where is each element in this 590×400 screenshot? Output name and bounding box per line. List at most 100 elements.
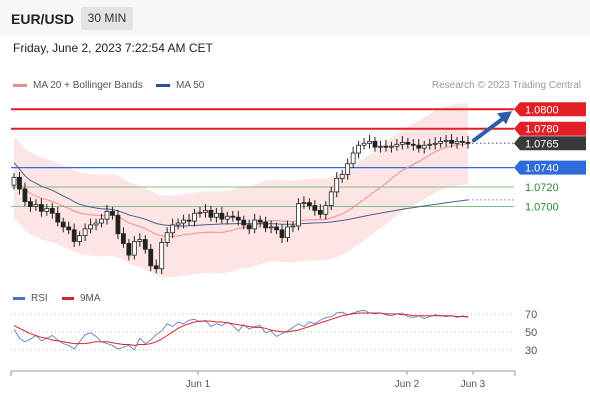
resistance-label-tag <box>514 121 586 136</box>
candle-down <box>148 248 154 267</box>
candle-up <box>197 211 203 214</box>
resistance-label-tag <box>514 102 586 117</box>
candle-down <box>372 140 378 148</box>
legend-ma20: MA 20 + Bollinger Bands <box>13 80 143 91</box>
candle-up <box>213 212 219 218</box>
candle-up <box>164 232 170 243</box>
candle-down <box>460 140 465 143</box>
candle-up <box>203 209 208 213</box>
legend-rsi: RSI <box>13 293 48 304</box>
legend-9ma: 9MA <box>62 293 101 304</box>
candle-down <box>241 219 247 226</box>
candle-up <box>93 222 99 226</box>
candle-down <box>22 188 28 203</box>
resistance-label: 1.0780 <box>525 124 559 136</box>
candle-up <box>131 241 137 256</box>
candle-up <box>44 208 50 212</box>
candle-up <box>296 203 301 227</box>
chart-datetime: Friday, June 2, 2023 7:22:54 AM CET <box>13 41 213 55</box>
bollinger-band <box>14 103 468 278</box>
candle-down <box>410 143 416 146</box>
candle-down <box>416 144 422 149</box>
candle-up <box>33 204 39 207</box>
ma20-swatch <box>13 83 27 87</box>
candle-up <box>432 142 438 145</box>
candle-up <box>345 163 351 175</box>
timeframe-badge[interactable]: 30 MIN <box>81 7 133 30</box>
candle-up <box>350 152 356 165</box>
candle-down <box>208 209 214 218</box>
legend-ma50: MA 50 <box>156 80 204 91</box>
candle-down <box>142 239 148 250</box>
top-bar: EUR/USD 30 MIN <box>0 0 590 36</box>
candle-up <box>421 144 427 149</box>
candle-up <box>11 176 17 186</box>
candle-up <box>99 218 104 224</box>
candle-down <box>66 226 72 231</box>
candle-up <box>399 141 405 145</box>
candle-down <box>55 212 61 223</box>
candle-down <box>279 229 285 239</box>
candle-down <box>110 210 115 216</box>
candle-up <box>268 226 274 229</box>
candle-up <box>328 191 334 206</box>
candle-up <box>285 226 290 239</box>
forecast-arrow-head <box>497 111 512 125</box>
ma50-swatch <box>156 83 170 87</box>
candle-down <box>49 208 55 214</box>
candle-up <box>181 219 186 224</box>
candle-up <box>378 145 383 148</box>
candle-down <box>28 201 33 207</box>
candle-up <box>301 202 307 205</box>
candle-up <box>159 242 165 270</box>
candle-up <box>454 140 460 144</box>
candle-down <box>60 221 66 228</box>
current-price-label-tag <box>514 136 586 151</box>
legend-rsi-label: RSI <box>31 293 48 304</box>
candle-up <box>367 140 372 144</box>
legend-9ma-label: 9MA <box>80 293 101 304</box>
candle-down <box>383 145 389 148</box>
support-label: 1.0700 <box>525 202 559 214</box>
candle-up <box>361 142 367 146</box>
rsi-swatch <box>13 296 25 300</box>
candle-up <box>334 177 340 193</box>
support-label: 1.0720 <box>525 182 559 194</box>
pivot-label-tag <box>514 160 586 175</box>
candle-down <box>465 141 471 144</box>
pivot-label: 1.0740 <box>525 163 559 175</box>
candle-down <box>230 215 236 218</box>
candle-down <box>120 233 126 244</box>
candle-up <box>104 210 110 220</box>
candle-down <box>246 224 252 230</box>
candle-up <box>438 140 444 144</box>
x-tick-label: Jun 1 <box>186 379 211 390</box>
candle-up <box>175 222 181 226</box>
legend-ma20-label: MA 20 + Bollinger Bands <box>33 80 143 91</box>
candle-up <box>394 143 400 147</box>
rsi-level-label: 30 <box>525 345 537 357</box>
candle-down <box>153 265 159 270</box>
forecast-arrow-shaft <box>472 114 508 143</box>
current-price-label: 1.0765 <box>525 138 559 150</box>
candle-down <box>219 212 225 220</box>
candle-up <box>137 239 143 242</box>
rsi-line <box>13 309 469 351</box>
candle-down <box>317 209 323 215</box>
rsi-level-label: 50 <box>525 327 537 339</box>
candle-up <box>389 145 394 148</box>
candle-down <box>306 202 312 206</box>
candle-down <box>449 139 454 144</box>
candle-up <box>443 139 449 142</box>
ma9-swatch <box>62 296 74 300</box>
ma20-line <box>13 143 469 237</box>
candle-up <box>290 225 296 228</box>
x-tick-label: Jun 2 <box>395 379 420 390</box>
candle-up <box>192 212 197 222</box>
candle-down <box>312 205 318 211</box>
candle-down <box>38 204 44 212</box>
credit-text: Research © 2023 Trading Central <box>431 80 581 91</box>
rsi-level-label: 70 <box>525 309 537 321</box>
candle-down <box>405 141 411 145</box>
